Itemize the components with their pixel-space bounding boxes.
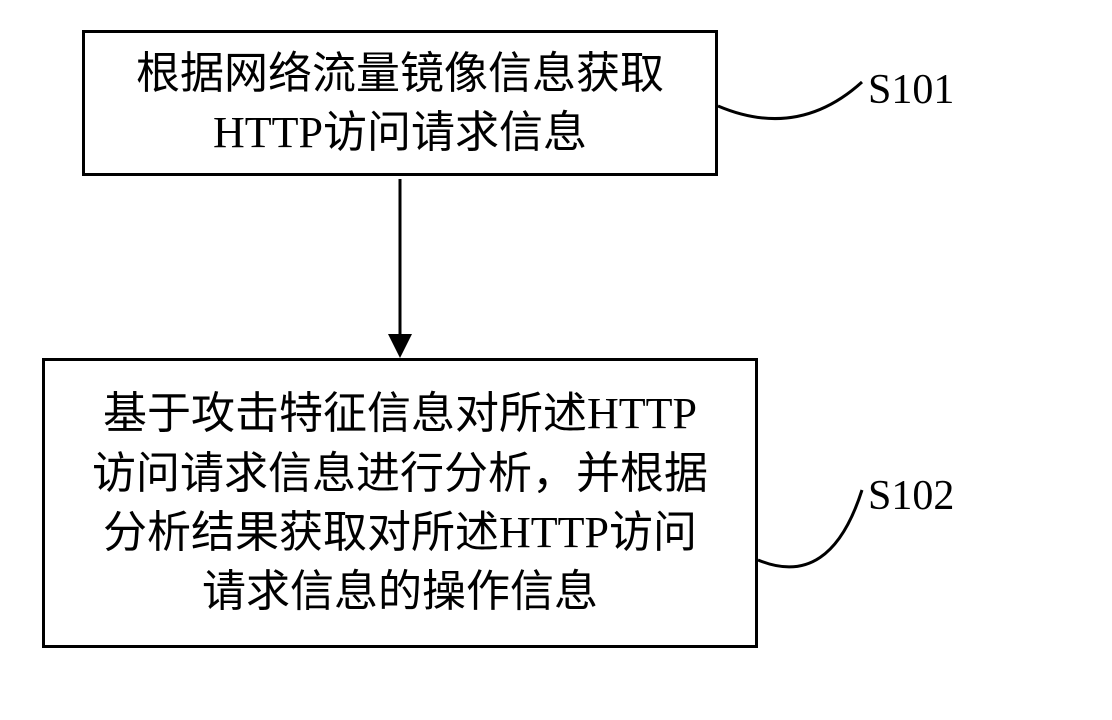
s102-label: S102 <box>868 472 954 520</box>
flowchart-canvas: 根据网络流量镜像信息获取 HTTP访问请求信息 S101 基于攻击特征信息对所述… <box>0 0 1112 720</box>
s102-leader-curve <box>0 0 1112 720</box>
